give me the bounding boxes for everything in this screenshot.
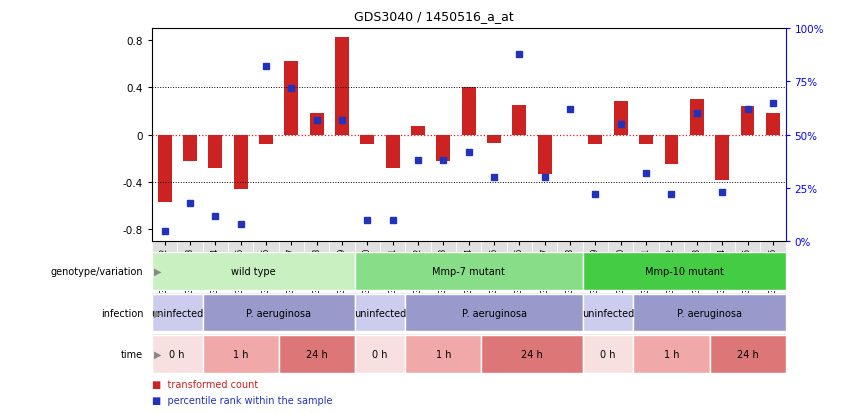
Bar (634, 294, 786, 332)
Bar (538, 135, 552, 174)
Bar (582, 253, 786, 290)
Text: 1 h: 1 h (233, 349, 248, 359)
Text: 24 h: 24 h (521, 349, 543, 359)
Bar (614, 102, 628, 135)
Bar (335, 38, 349, 135)
Text: 0 h: 0 h (601, 349, 616, 359)
Bar (532, 242, 557, 252)
Text: ▶: ▶ (154, 349, 161, 359)
Bar (152, 294, 202, 332)
Bar (582, 335, 634, 373)
Bar (380, 242, 405, 252)
Bar (760, 242, 786, 252)
Bar (355, 242, 380, 252)
Bar (279, 335, 355, 373)
Bar (589, 135, 602, 145)
Bar (279, 242, 304, 252)
Text: 24 h: 24 h (306, 349, 327, 359)
Text: 0 h: 0 h (169, 349, 185, 359)
Bar (405, 335, 482, 373)
Bar (766, 114, 779, 135)
Bar (665, 135, 679, 165)
Bar (437, 135, 450, 161)
Bar (684, 242, 709, 252)
Text: uninfected: uninfected (151, 308, 203, 318)
Bar (385, 135, 399, 169)
Bar (253, 242, 279, 252)
Bar (715, 135, 729, 180)
Text: P. aeruginosa: P. aeruginosa (247, 308, 311, 318)
Bar (208, 135, 222, 169)
Bar (259, 135, 273, 145)
Bar (152, 253, 355, 290)
Bar (304, 242, 329, 252)
Bar (202, 294, 355, 332)
Bar (456, 242, 482, 252)
Text: Mmp-7 mutant: Mmp-7 mutant (432, 266, 505, 277)
Bar (177, 242, 202, 252)
Bar (735, 242, 760, 252)
Bar (329, 242, 355, 252)
Bar (582, 242, 608, 252)
Bar (233, 135, 247, 190)
Bar (507, 242, 532, 252)
Text: uninfected: uninfected (354, 308, 406, 318)
Text: ■  transformed count: ■ transformed count (152, 379, 258, 389)
Bar (634, 335, 709, 373)
Text: ■  percentile rank within the sample: ■ percentile rank within the sample (152, 395, 332, 405)
Bar (355, 253, 582, 290)
Bar (158, 135, 172, 203)
Bar (360, 135, 374, 145)
Text: GDS3040 / 1450516_a_at: GDS3040 / 1450516_a_at (354, 10, 514, 23)
Bar (355, 335, 405, 373)
Bar (462, 88, 476, 135)
Text: 1 h: 1 h (664, 349, 680, 359)
Text: wild type: wild type (231, 266, 276, 277)
Bar (431, 242, 456, 252)
Bar (152, 335, 202, 373)
Bar (608, 242, 634, 252)
Text: ▶: ▶ (154, 308, 161, 318)
Text: genotype/variation: genotype/variation (50, 266, 143, 277)
Bar (709, 242, 735, 252)
Text: 0 h: 0 h (372, 349, 388, 359)
Bar (202, 335, 279, 373)
Text: uninfected: uninfected (582, 308, 635, 318)
Bar (690, 100, 704, 135)
Text: Mmp-10 mutant: Mmp-10 mutant (645, 266, 724, 277)
Bar (659, 242, 684, 252)
Text: P. aeruginosa: P. aeruginosa (677, 308, 742, 318)
Text: P. aeruginosa: P. aeruginosa (462, 308, 527, 318)
Bar (482, 335, 582, 373)
Text: 24 h: 24 h (737, 349, 759, 359)
Bar (487, 135, 501, 144)
Text: infection: infection (101, 308, 143, 318)
Bar (634, 242, 659, 252)
Bar (557, 242, 582, 252)
Bar (183, 135, 197, 161)
Bar (355, 294, 405, 332)
Bar (740, 107, 754, 135)
Bar (285, 62, 299, 135)
Bar (709, 335, 786, 373)
Text: ▶: ▶ (154, 266, 161, 277)
Bar (512, 106, 526, 135)
Text: 1 h: 1 h (436, 349, 451, 359)
Text: time: time (122, 349, 143, 359)
Bar (228, 242, 253, 252)
Bar (405, 294, 582, 332)
Bar (639, 135, 653, 145)
Bar (482, 242, 507, 252)
Bar (152, 242, 177, 252)
Bar (411, 127, 425, 135)
Bar (405, 242, 431, 252)
Bar (310, 114, 324, 135)
Bar (202, 242, 228, 252)
Bar (582, 294, 634, 332)
